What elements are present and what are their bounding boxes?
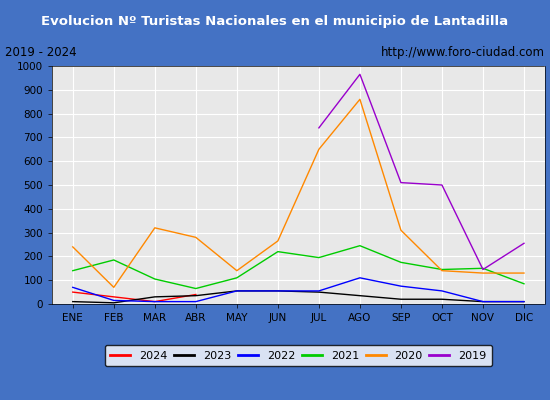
Legend: 2024, 2023, 2022, 2021, 2020, 2019: 2024, 2023, 2022, 2021, 2020, 2019 <box>104 345 492 366</box>
Text: 2019 - 2024: 2019 - 2024 <box>6 46 77 59</box>
Text: Evolucion Nº Turistas Nacionales en el municipio de Lantadilla: Evolucion Nº Turistas Nacionales en el m… <box>41 14 509 28</box>
Text: http://www.foro-ciudad.com: http://www.foro-ciudad.com <box>381 46 544 59</box>
